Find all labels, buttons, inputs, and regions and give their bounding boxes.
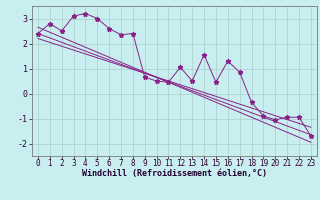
X-axis label: Windchill (Refroidissement éolien,°C): Windchill (Refroidissement éolien,°C) — [82, 169, 267, 178]
